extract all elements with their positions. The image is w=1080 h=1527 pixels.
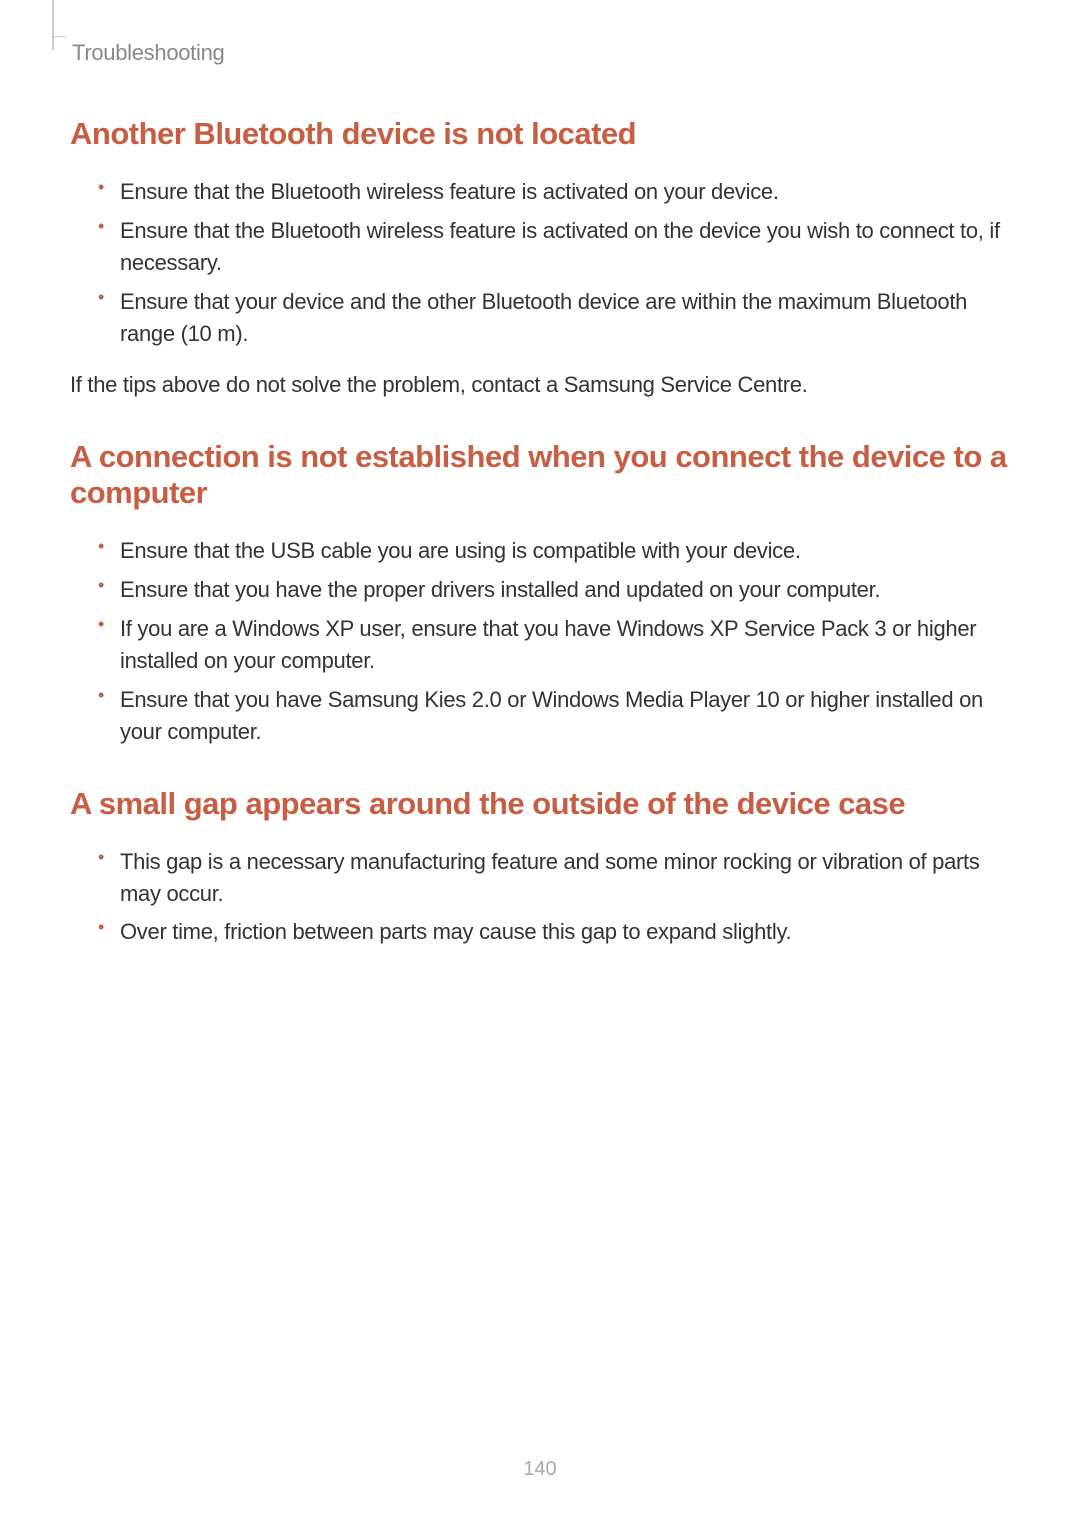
section-computer-connection: A connection is not established when you…	[70, 439, 1010, 747]
header-tick	[52, 36, 66, 37]
list-item: If you are a Windows XP user, ensure tha…	[98, 613, 1010, 677]
body-text: If the tips above do not solve the probl…	[70, 369, 1010, 401]
list-item: Ensure that the Bluetooth wireless featu…	[98, 215, 1010, 279]
header-marker	[52, 0, 54, 50]
section-heading: A connection is not established when you…	[70, 439, 1010, 511]
bullet-list: Ensure that the Bluetooth wireless featu…	[98, 176, 1010, 349]
list-item: Ensure that you have Samsung Kies 2.0 or…	[98, 684, 1010, 748]
list-item: Over time, friction between parts may ca…	[98, 916, 1010, 948]
list-item: This gap is a necessary manufacturing fe…	[98, 846, 1010, 910]
list-item: Ensure that the Bluetooth wireless featu…	[98, 176, 1010, 208]
page-number: 140	[0, 1458, 1080, 1481]
list-item: Ensure that the USB cable you are using …	[98, 535, 1010, 567]
list-item: Ensure that your device and the other Bl…	[98, 286, 1010, 350]
breadcrumb: Troubleshooting	[72, 40, 1010, 66]
section-device-case-gap: A small gap appears around the outside o…	[70, 786, 1010, 949]
section-bluetooth: Another Bluetooth device is not located …	[70, 116, 1010, 401]
list-item: Ensure that you have the proper drivers …	[98, 574, 1010, 606]
section-heading: A small gap appears around the outside o…	[70, 786, 1010, 822]
bullet-list: Ensure that the USB cable you are using …	[98, 535, 1010, 747]
section-heading: Another Bluetooth device is not located	[70, 116, 1010, 152]
bullet-list: This gap is a necessary manufacturing fe…	[98, 846, 1010, 949]
page-container: Troubleshooting Another Bluetooth device…	[0, 0, 1080, 948]
